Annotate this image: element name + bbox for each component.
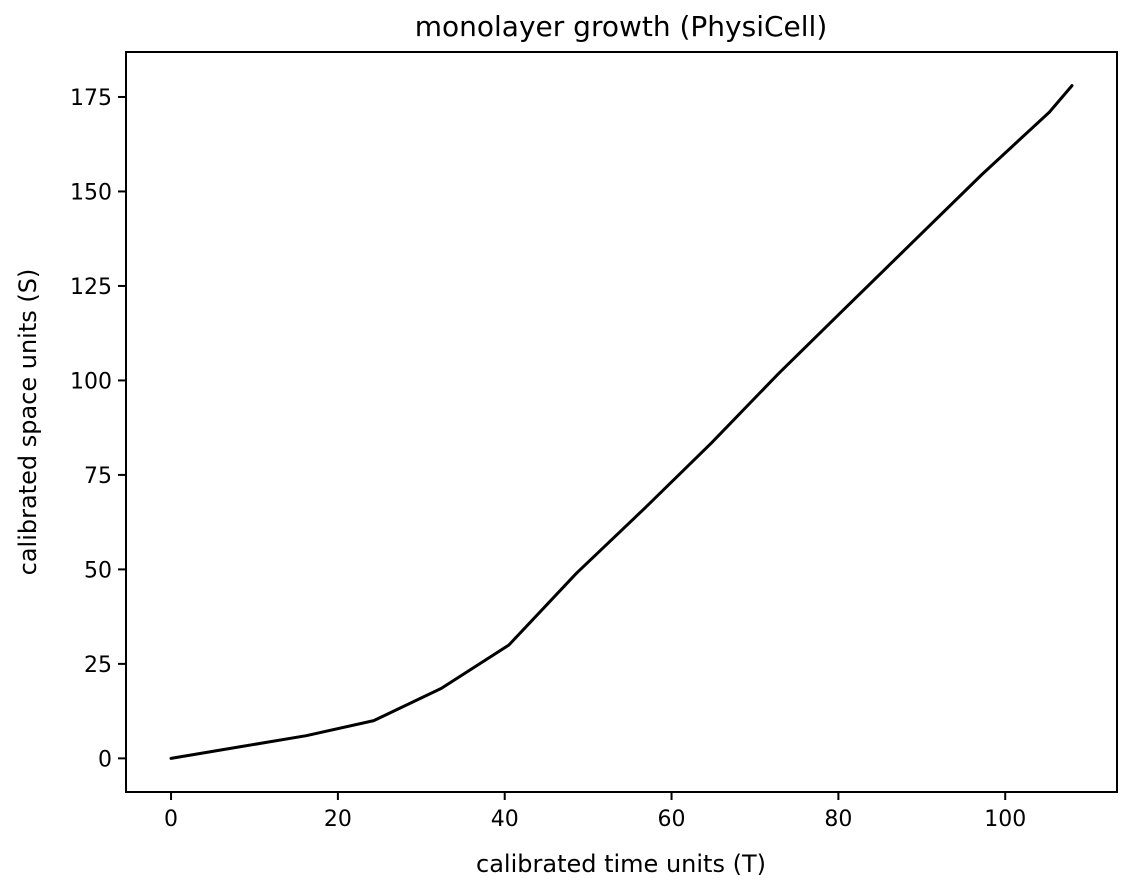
y-axis-ticks: 0 25 50 75 100 125 150 175	[70, 86, 126, 772]
y-tick-label: 125	[70, 275, 112, 300]
y-tick-label: 175	[70, 86, 112, 111]
series-line	[169, 84, 1074, 760]
x-tick-label: 60	[658, 807, 686, 832]
plot-frame	[125, 51, 1118, 793]
x-axis-label: calibrated time units (T)	[476, 850, 766, 878]
y-axis-label: calibrated space units (S)	[14, 269, 42, 576]
x-tick-label: 0	[164, 807, 178, 832]
y-tick-label: 100	[70, 369, 112, 394]
y-tick-label: 50	[84, 558, 112, 583]
y-tick-label: 150	[70, 180, 112, 205]
x-tick-label: 80	[824, 807, 852, 832]
chart-title: monolayer growth (PhysiCell)	[415, 10, 828, 43]
y-tick-label: 75	[84, 464, 112, 489]
y-tick-label: 25	[84, 653, 112, 678]
x-tick-label: 20	[324, 807, 352, 832]
x-tick-label: 40	[491, 807, 519, 832]
x-axis-ticks: 0 20 40 60 80 100	[164, 792, 1026, 832]
y-tick-label: 0	[98, 747, 112, 772]
x-tick-label: 100	[984, 807, 1026, 832]
